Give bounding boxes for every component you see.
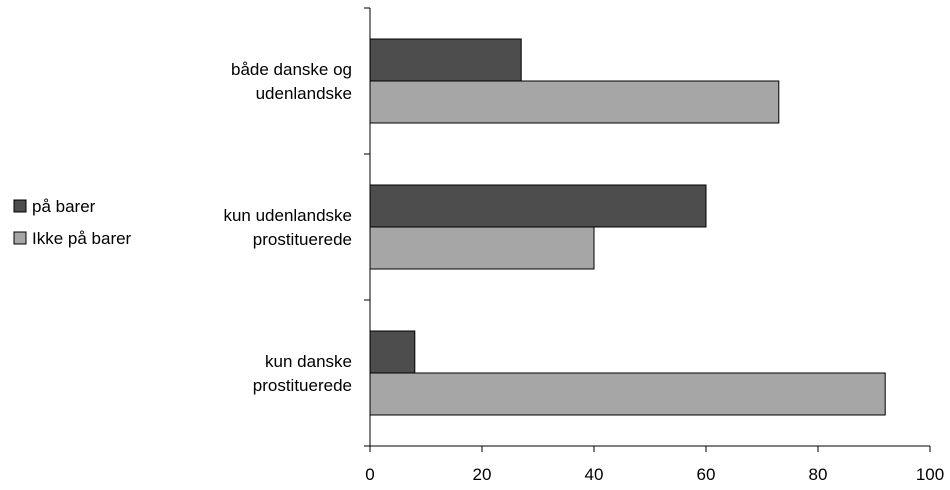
legend-label: på barer	[32, 197, 96, 216]
category-label: både danske og udenlandske	[231, 60, 352, 103]
category-label: kun danske prostituerede	[253, 352, 352, 395]
x-tick-label: 0	[365, 465, 374, 484]
x-tick-label: 100	[916, 465, 944, 484]
x-tick-label: 60	[697, 465, 716, 484]
legend-swatch	[13, 199, 27, 213]
category-label-line: kun danske	[265, 352, 352, 371]
legend: på barer Ikke på barer	[13, 197, 132, 248]
x-tick-label: 40	[585, 465, 604, 484]
category-label-line: prostituerede	[253, 376, 352, 395]
x-tick-label: 20	[473, 465, 492, 484]
category-labels: både danske og udenlandske kun udenlandske…	[223, 60, 352, 395]
category-label-line: både danske og	[231, 60, 352, 79]
bar-ikke-paa-barer	[369, 226, 595, 270]
bar-ikke-paa-barer	[369, 80, 780, 124]
bar-paa-barer	[369, 330, 416, 374]
bars	[369, 38, 886, 416]
category-label-line: udenlandske	[256, 84, 352, 103]
category-label-line: prostituerede	[253, 230, 352, 249]
bar-ikke-paa-barer	[369, 372, 886, 416]
bar-paa-barer	[369, 38, 522, 82]
x-tick-label: 80	[809, 465, 828, 484]
category-label: kun udenlandske prostituerede	[223, 206, 352, 249]
legend-label: Ikke på barer	[32, 229, 132, 248]
legend-swatch	[13, 231, 27, 245]
category-label-line: kun udenlandske	[223, 206, 352, 225]
bar-paa-barer	[369, 184, 707, 228]
x-tick-labels: 0 20 40 60 80 100	[365, 465, 944, 484]
